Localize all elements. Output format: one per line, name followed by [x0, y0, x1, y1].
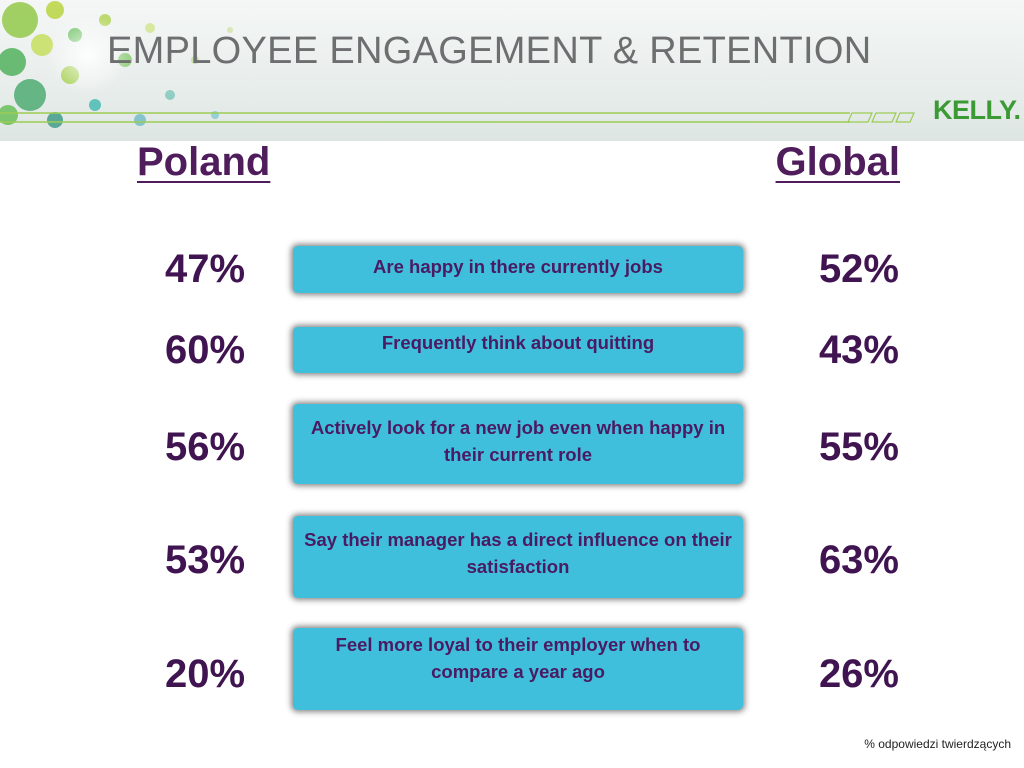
global-percent: 55%	[818, 425, 899, 469]
column-header-poland: Poland	[137, 140, 271, 184]
footnote: % odpowiedzi twierdzących	[864, 737, 1011, 751]
global-percent: 52%	[818, 247, 899, 291]
green-bubbles-graphic	[0, 1, 233, 128]
header-decoration	[0, 1, 915, 128]
stat-label-box: Frequently think about quitting	[293, 327, 743, 373]
poland-percent: 60%	[165, 328, 246, 372]
poland-percent: 47%	[165, 247, 246, 291]
global-percent: 43%	[818, 328, 899, 372]
stat-label-box: Are happy in there currently jobs	[293, 246, 743, 293]
column-header-global: Global	[775, 140, 900, 184]
header-banner: EMPLOYEE ENGAGEMENT & RETENTION KELLY.	[0, 0, 1024, 141]
poland-percent: 56%	[165, 425, 246, 469]
stat-label-box: Feel more loyal to their employer when t…	[293, 628, 743, 710]
poland-percent: 20%	[165, 652, 246, 696]
header-lines	[0, 112, 915, 123]
kelly-logo: KELLY.	[933, 95, 1021, 125]
poland-percent: 53%	[165, 538, 246, 582]
page-title: EMPLOYEE ENGAGEMENT & RETENTION	[107, 30, 872, 72]
stat-label-box: Actively look for a new job even when ha…	[293, 404, 743, 484]
global-percent: 26%	[818, 652, 899, 696]
global-percent: 63%	[818, 538, 899, 582]
stat-label-box: Say their manager has a direct influence…	[293, 516, 743, 598]
